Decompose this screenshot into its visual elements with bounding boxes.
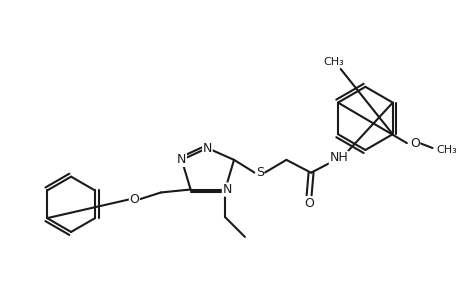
Text: NH: NH (329, 152, 347, 164)
Text: O: O (409, 136, 419, 150)
Text: N: N (222, 183, 231, 196)
Text: O: O (303, 197, 313, 210)
Text: CH₃: CH₃ (436, 145, 456, 155)
Text: N: N (202, 142, 212, 154)
Text: N: N (177, 153, 186, 167)
Text: S: S (255, 166, 263, 179)
Text: CH₃: CH₃ (323, 57, 343, 67)
Text: O: O (129, 193, 139, 206)
